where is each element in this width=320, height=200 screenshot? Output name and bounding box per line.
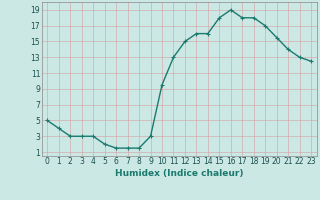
X-axis label: Humidex (Indice chaleur): Humidex (Indice chaleur) bbox=[115, 169, 244, 178]
